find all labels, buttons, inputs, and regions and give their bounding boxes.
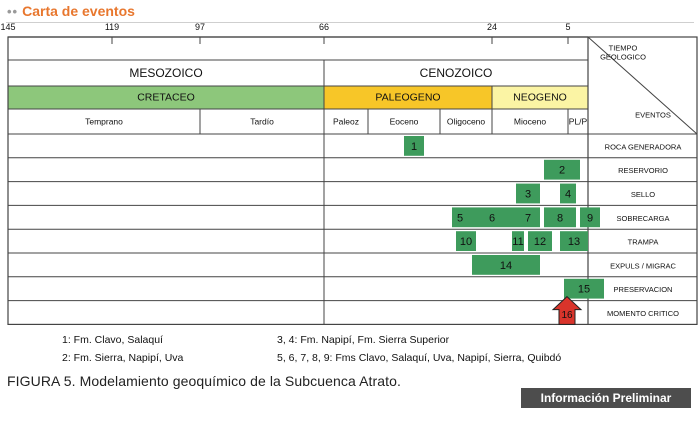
- event-label-5: EXPULS / MIGRAC: [610, 261, 676, 270]
- period-label-1: PALEOGENO: [375, 92, 440, 104]
- legend-item-4: 5, 6, 7, 8, 9: Fms Clavo, Salaquí, Uva, …: [277, 352, 562, 364]
- era-label-0: MESOZOICO: [129, 66, 202, 80]
- event-bar-label-5: 5: [457, 212, 463, 224]
- event-bar-label-7: 7: [525, 212, 531, 224]
- event-bar-label-10: 10: [460, 236, 472, 248]
- period-band-1: [324, 86, 492, 109]
- event-bar-5: [452, 207, 468, 228]
- event-label-4: TRAMPA: [628, 238, 659, 247]
- corner-tiempo-label: TIEMPO: [609, 44, 638, 53]
- event-label-1: RESERVORIO: [618, 166, 668, 175]
- age-tick-label-0: 145: [0, 22, 15, 32]
- age-tick-label-5: 5: [565, 22, 570, 32]
- event-label-0: ROCA GENERADORA: [605, 142, 682, 151]
- corner-geologico-label: GEOLOGICO: [600, 53, 646, 62]
- period-label-0: CRETACEO: [137, 92, 195, 104]
- event-bar-4: [560, 183, 576, 204]
- period-band-0: [8, 86, 324, 109]
- event-bar-label-8: 8: [557, 212, 563, 224]
- epoch-label-6: PL/P: [569, 117, 588, 127]
- event-bar-14: [472, 255, 540, 275]
- corner-eventos-label: EVENTOS: [635, 111, 671, 120]
- event-label-2: SELLO: [631, 190, 655, 199]
- event-label-7: MOMENTO CRITICO: [607, 309, 679, 318]
- preliminary-badge: Información Preliminar: [521, 388, 691, 408]
- event-bar-label-13: 13: [568, 236, 580, 248]
- section-title: Carta de eventos: [22, 3, 135, 19]
- event-bar-label-9: 9: [587, 212, 593, 224]
- age-tick-label-3: 66: [319, 22, 329, 32]
- event-bar-1: [404, 136, 424, 156]
- era-label-1: CENOZOICO: [420, 66, 493, 80]
- event-bar-2: [544, 159, 580, 180]
- event-bar-label-2: 2: [559, 165, 565, 177]
- event-bar-label-6: 6: [489, 212, 495, 224]
- epoch-label-4: Oligoceno: [447, 117, 486, 127]
- epoch-label-1: Tardío: [250, 117, 274, 127]
- epoch-label-3: Eoceno: [390, 117, 419, 127]
- age-tick-label-2: 97: [195, 22, 205, 32]
- figure-caption: FIGURA 5. Modelamiento geoquímico de la …: [7, 373, 402, 389]
- event-bar-6: [468, 207, 516, 228]
- age-tick-label-1: 119: [105, 22, 119, 32]
- event-bar-7: [516, 207, 540, 228]
- age-tick-label-4: 24: [487, 22, 497, 32]
- event-label-6: PRESERVACION: [614, 285, 673, 294]
- period-label-2: NEOGENO: [513, 92, 567, 104]
- event-bar-13: [560, 231, 588, 251]
- event-bar-label-12: 12: [534, 236, 546, 248]
- event-bar-8: [544, 207, 576, 228]
- event-bar-15: [564, 278, 604, 299]
- event-bar-label-4: 4: [565, 189, 571, 201]
- bullet-dots-icon: ••: [7, 3, 19, 19]
- event-bar-9: [580, 207, 600, 228]
- epoch-label-2: Paleoz: [333, 117, 359, 127]
- event-bar-label-1: 1: [411, 141, 417, 153]
- event-bar-12: [528, 231, 552, 251]
- event-label-3: SOBRECARGA: [617, 214, 670, 223]
- legend-item-2: 2: Fm. Sierra, Napipí, Uva: [62, 352, 184, 364]
- epoch-label-5: Mioceno: [514, 117, 546, 127]
- event-bar-11: [512, 231, 524, 251]
- event-bar-label-15: 15: [578, 284, 590, 296]
- legend-item-3: 3, 4: Fm. Napipí, Fm. Sierra Superior: [277, 334, 450, 346]
- critical-moment-arrow: [551, 295, 583, 325]
- epoch-label-0: Temprano: [85, 117, 123, 127]
- critical-moment-label: 16: [561, 310, 573, 321]
- legend-item-1: 1: Fm. Clavo, Salaquí: [62, 334, 163, 346]
- event-bar-label-14: 14: [500, 260, 512, 272]
- period-band-2: [492, 86, 588, 109]
- event-bar-3: [516, 183, 540, 204]
- header-divider: [6, 22, 694, 23]
- event-bar-label-3: 3: [525, 189, 531, 201]
- corner-diagonal: [587, 36, 698, 135]
- section-header: •• Carta de eventos: [7, 1, 135, 21]
- event-bar-label-11: 11: [512, 236, 523, 248]
- event-bar-10: [456, 231, 476, 251]
